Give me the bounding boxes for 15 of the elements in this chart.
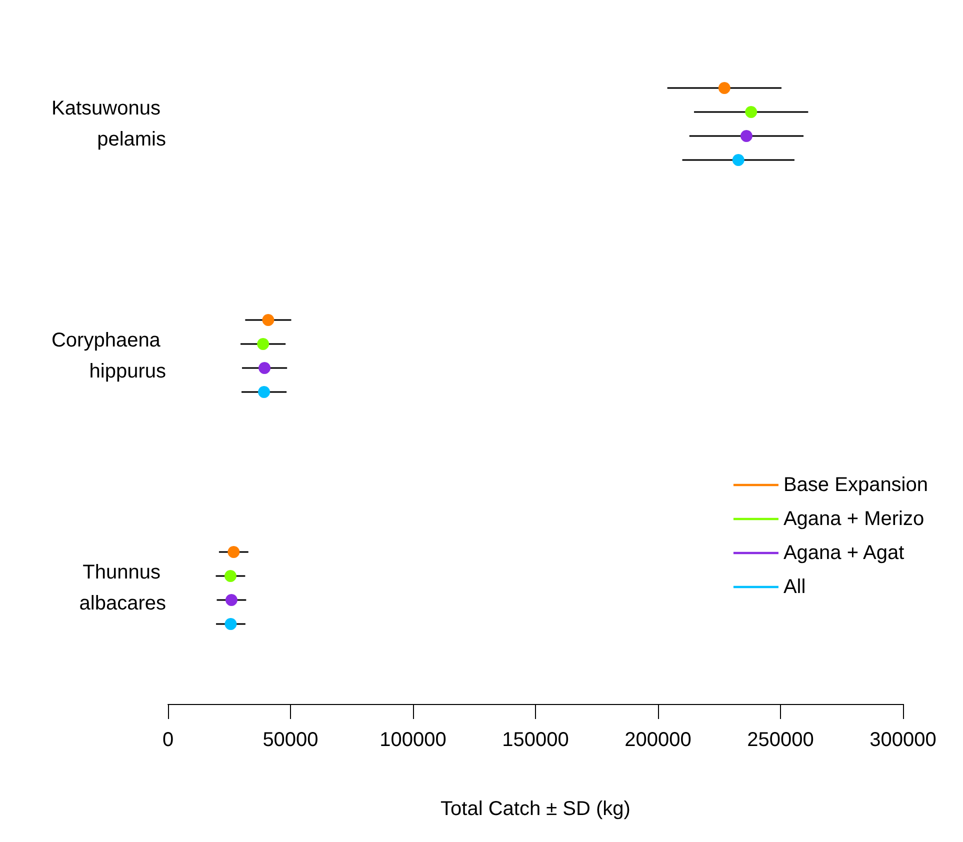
x-tick-label: 200000 — [624, 729, 692, 751]
x-tick-label: 250000 — [747, 729, 814, 751]
legend-label: Base Expansion — [783, 474, 928, 496]
y-tick-label: Thunnus albacares — [79, 562, 166, 614]
x-tick-label: 150000 — [502, 729, 569, 751]
legend-label: Agana + Agat — [783, 542, 905, 564]
y-tick-label: Katsuwonus pelamis — [51, 98, 166, 150]
x-tick-label: 50000 — [262, 729, 318, 751]
x-axis-title: Total Catch ± SD (kg) — [440, 798, 630, 820]
x-tick-label: 300000 — [870, 729, 936, 751]
legend-label: All — [783, 576, 806, 598]
x-tick-label: 0 — [162, 729, 174, 751]
legend-label: Agana + Merizo — [783, 508, 924, 530]
y-tick-label: Coryphaena hippurus — [51, 330, 166, 382]
x-tick-label: 100000 — [380, 729, 446, 751]
